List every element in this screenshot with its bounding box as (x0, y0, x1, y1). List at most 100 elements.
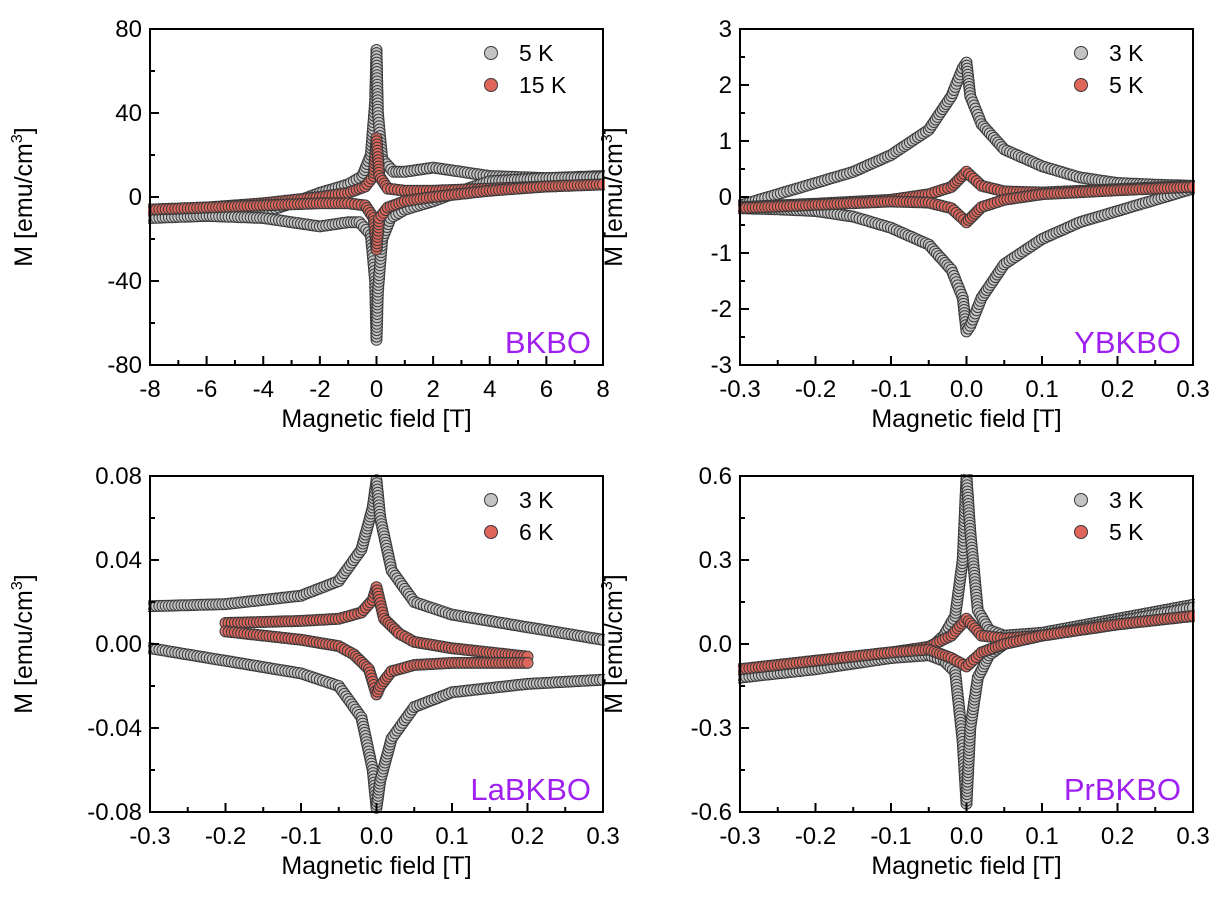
x-tick-label: 4 (483, 376, 496, 403)
y-tick-label: 3 (719, 16, 732, 43)
legend-marker (484, 46, 498, 60)
y-axis-label: M [emu/cm3] (599, 574, 628, 713)
y-tick-label: -80 (107, 352, 142, 379)
legend: 3 K6 K (484, 487, 554, 545)
legend-marker (484, 525, 498, 539)
y-tick-label: 1 (719, 128, 732, 155)
x-tick-label: -0.3 (129, 823, 170, 850)
markers-bkbo (148, 44, 605, 346)
x-tick-label: 0.3 (1176, 823, 1209, 850)
y-tick-label: -3 (711, 352, 732, 379)
y-tick-label: 0 (719, 184, 732, 211)
y-axis-label: M [emu/cm3] (9, 574, 38, 713)
series-labkbo-0 (148, 474, 605, 814)
series-labkbo-1 (219, 581, 534, 701)
y-tick-label: 0 (129, 184, 142, 211)
legend-marker (1074, 493, 1088, 507)
y-tick-label: -40 (107, 268, 142, 295)
y-tick-label: 0.04 (95, 547, 142, 574)
legend-marker (1074, 78, 1088, 92)
panel-labkbo: -0.3 -0.2 -0.1 0.0 0.1 0.2 0.3 -0.08 -0.04 0.00 0.… (9, 463, 620, 880)
y-tick-label: -0.04 (87, 715, 142, 742)
x-tick-label: 0.1 (435, 823, 468, 850)
x-axis-label: Magnetic field [T] (281, 852, 471, 880)
y-tick-label: -1 (711, 240, 732, 267)
x-tick-label: -0.1 (280, 823, 321, 850)
x-tick-label: 0.3 (586, 823, 619, 850)
legend-label: 3 K (1109, 487, 1144, 513)
x-tick-label: 0.0 (360, 823, 393, 850)
y-tick-label: 0.00 (95, 631, 142, 658)
x-tick-label: -4 (253, 376, 274, 403)
markers-ybkbo (738, 56, 1195, 338)
y-tick-label: 0.3 (699, 547, 732, 574)
x-tick-label: 0.1 (1025, 376, 1058, 403)
x-tick-label: -0.1 (870, 376, 911, 403)
x-tick-label: -2 (309, 376, 330, 403)
markers-labkbo (148, 474, 605, 814)
x-tick-label: 0.3 (1176, 376, 1209, 403)
x-tick-label: 0.1 (1025, 823, 1058, 850)
y-tick-label: 40 (115, 100, 142, 127)
x-tick-label: 2 (426, 376, 439, 403)
data-point (521, 656, 534, 669)
legend-label: 3 K (1109, 40, 1144, 66)
x-axis-label: Magnetic field [T] (871, 852, 1061, 880)
legend: 3 K5 K (1074, 40, 1144, 98)
x-tick-label: -0.2 (795, 823, 836, 850)
x-tick-label: 0.2 (511, 823, 544, 850)
y-tick-label: -0.6 (691, 799, 732, 826)
y-tick-label: 0.6 (699, 463, 732, 490)
x-tick-label: 8 (596, 376, 609, 403)
markers-prbkbo (738, 474, 1195, 810)
panel-bkbo: -8 -6 -4 -2 0 2 4 6 8 -80 -40 0 40 80 Magnetic field [… (9, 16, 610, 433)
legend: 3 K5 K (1074, 487, 1144, 545)
legend-label: 5 K (1109, 519, 1144, 545)
y-axis-label: M [emu/cm3] (9, 127, 38, 266)
x-tick-label: -0.2 (205, 823, 246, 850)
y-tick-label: -2 (711, 296, 732, 323)
x-axis-label: Magnetic field [T] (871, 405, 1061, 433)
y-tick-label: -0.3 (691, 715, 732, 742)
legend-label: 5 K (519, 40, 554, 66)
series-bkbo-1 (148, 132, 605, 256)
y-axis-label: M [emu/cm3] (599, 127, 628, 266)
x-tick-label: 0.0 (950, 376, 983, 403)
panel-prbkbo: -0.3 -0.2 -0.1 0.0 0.1 0.2 0.3-0.6-0.30.00.30.… (599, 463, 1210, 880)
legend-marker (1074, 525, 1088, 539)
series-ybkbo-0 (738, 56, 1195, 338)
y-tick-label: 80 (115, 16, 142, 43)
sample-label: BKBO (505, 325, 591, 360)
x-tick-label: 0.0 (950, 823, 983, 850)
y-tick-label: -0.08 (87, 799, 142, 826)
x-tick-label: -0.3 (719, 823, 760, 850)
x-tick-label: -0.2 (795, 376, 836, 403)
x-tick-label: 6 (540, 376, 553, 403)
sample-label: YBKBO (1074, 325, 1181, 360)
panel-ybkbo: -0.3 -0.2 -0.1 0.0 0.1 0.2 0.3 -3 -2 -1 0 1 2 3 Magnet… (599, 16, 1210, 433)
legend-label: 6 K (519, 519, 554, 545)
legend-label: 15 K (519, 72, 567, 98)
x-tick-label: 0.2 (1101, 823, 1134, 850)
y-tick-label: 0.08 (95, 463, 142, 490)
legend-marker (484, 78, 498, 92)
legend-label: 3 K (519, 487, 554, 513)
series-prbkbo-1 (738, 610, 1195, 676)
x-tick-label: -6 (196, 376, 217, 403)
x-tick-label: -0.3 (719, 376, 760, 403)
legend-label: 5 K (1109, 72, 1144, 98)
x-axis-label: Magnetic field [T] (281, 405, 471, 433)
sample-label: PrBKBO (1064, 772, 1181, 807)
y-tick-label: 0.0 (699, 631, 732, 658)
series-ybkbo-1 (738, 165, 1195, 229)
sample-label: LaBKBO (470, 772, 591, 807)
x-tick-label: -0.1 (870, 823, 911, 850)
y-tick-label: 2 (719, 72, 732, 99)
legend-marker (1074, 46, 1088, 60)
legend: 5 K 15 K (484, 40, 567, 98)
x-tick-label: -8 (139, 376, 160, 403)
x-tick-label: 0.2 (1101, 376, 1134, 403)
legend-marker (484, 493, 498, 507)
x-tick-label: 0 (370, 376, 383, 403)
